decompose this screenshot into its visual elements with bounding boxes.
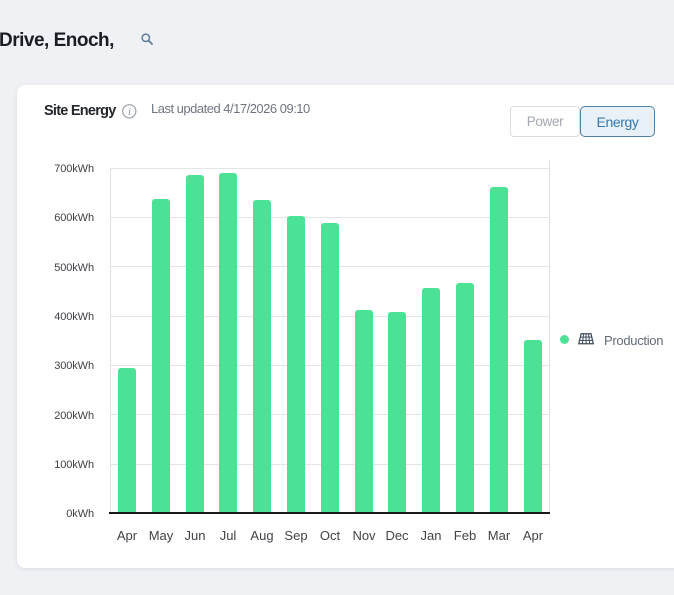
svg-text:i: i [128,107,131,118]
